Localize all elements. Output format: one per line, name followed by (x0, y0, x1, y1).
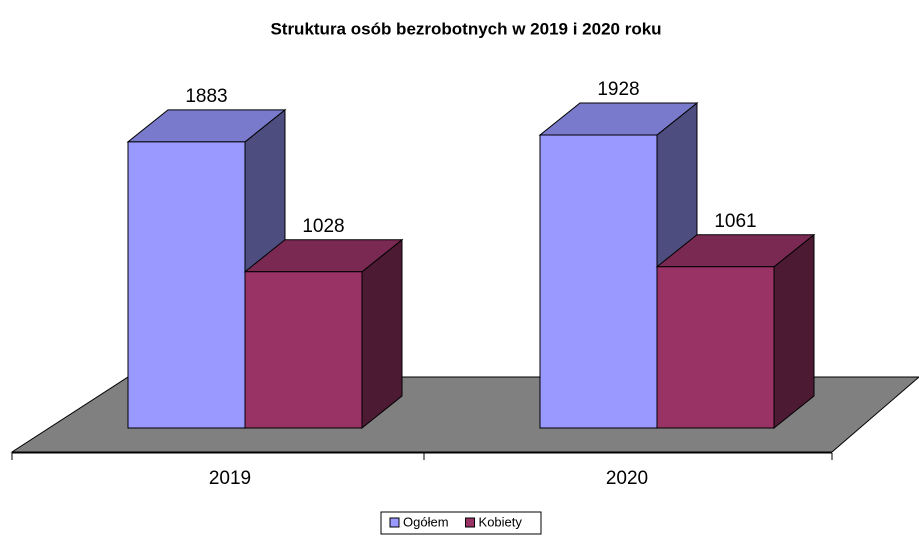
chart-title: Struktura osób bezrobotnych w 2019 i 202… (270, 19, 661, 38)
bar-side (361, 238, 403, 430)
data-label: 1883 (185, 86, 227, 107)
legend-swatch (389, 517, 400, 528)
legend (380, 511, 542, 535)
bar (655, 233, 816, 430)
bar-front (539, 134, 658, 429)
bar-front (127, 141, 246, 429)
bar-front (244, 271, 363, 429)
bar-side (773, 233, 815, 430)
legend-label: Ogółem (403, 514, 449, 529)
data-label: 1061 (714, 211, 756, 232)
data-label: 1928 (597, 79, 639, 100)
x-tick-label: 2019 (209, 468, 251, 489)
x-tick-label: 2020 (606, 468, 648, 489)
legend-label: Kobiety (479, 514, 523, 529)
bar (243, 238, 404, 430)
data-label: 1028 (302, 216, 344, 237)
legend-swatch (465, 517, 476, 528)
bar-front (656, 266, 775, 429)
